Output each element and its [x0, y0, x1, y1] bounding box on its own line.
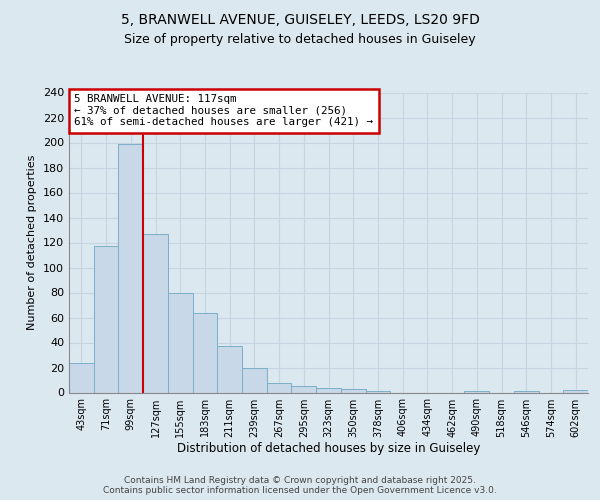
Bar: [365, 391, 390, 392]
Bar: [563, 390, 588, 392]
Bar: [292, 386, 316, 392]
Bar: [316, 388, 341, 392]
X-axis label: Distribution of detached houses by size in Guiseley: Distribution of detached houses by size …: [177, 442, 480, 456]
Text: Contains HM Land Registry data © Crown copyright and database right 2025.
Contai: Contains HM Land Registry data © Crown c…: [103, 476, 497, 495]
Text: 5, BRANWELL AVENUE, GUISELEY, LEEDS, LS20 9FD: 5, BRANWELL AVENUE, GUISELEY, LEEDS, LS2…: [121, 12, 479, 26]
Bar: [94, 246, 118, 392]
Bar: [267, 382, 292, 392]
Text: 5 BRANWELL AVENUE: 117sqm
← 37% of detached houses are smaller (256)
61% of semi: 5 BRANWELL AVENUE: 117sqm ← 37% of detac…: [74, 94, 373, 127]
Bar: [514, 391, 539, 392]
Text: Size of property relative to detached houses in Guiseley: Size of property relative to detached ho…: [124, 32, 476, 46]
Bar: [217, 346, 242, 393]
Bar: [242, 368, 267, 392]
Bar: [168, 292, 193, 392]
Bar: [193, 312, 217, 392]
Bar: [143, 234, 168, 392]
Bar: [69, 362, 94, 392]
Y-axis label: Number of detached properties: Number of detached properties: [28, 155, 37, 330]
Bar: [118, 144, 143, 392]
Bar: [464, 391, 489, 392]
Bar: [341, 389, 365, 392]
